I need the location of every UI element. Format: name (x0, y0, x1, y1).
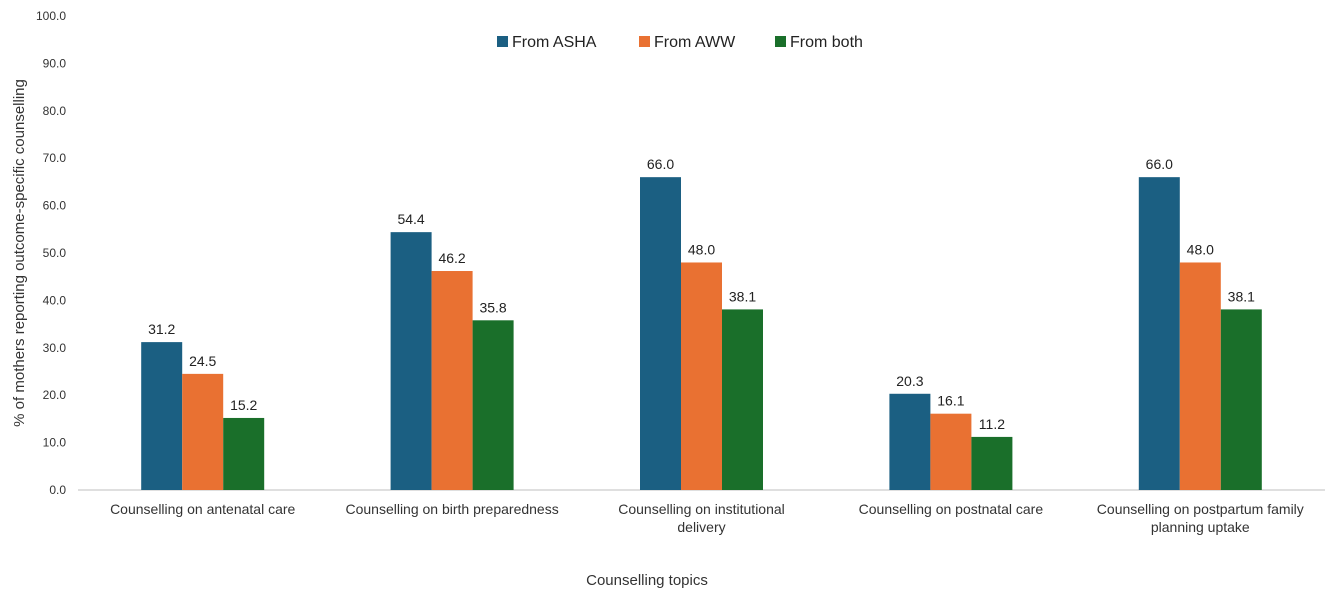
data-label: 54.4 (397, 211, 424, 227)
legend-swatch (639, 36, 650, 47)
category-label: Counselling on institutional (618, 501, 785, 517)
legend-label: From both (790, 34, 863, 51)
bar-from-aww (1179, 262, 1221, 490)
legend-label: From AWW (654, 34, 736, 51)
data-labels: 31.2 24.5 15.2 54.4 46.2 35.8 66.0 48.0 38.1 20.3… (148, 156, 1255, 432)
bar-from-asha (141, 342, 183, 490)
data-label: 48.0 (1187, 241, 1214, 257)
category-labels: Counselling on antenatal care Counselling… (110, 501, 1304, 535)
bar-from-aww (431, 271, 473, 490)
data-label: 11.2 (979, 416, 1005, 432)
bar-from-both (971, 436, 1013, 490)
bar-from-asha (390, 232, 432, 491)
data-label: 20.3 (896, 373, 923, 389)
bar-from-both (1220, 309, 1262, 490)
category-label: Counselling on postnatal care (859, 501, 1044, 517)
bars (141, 177, 1262, 491)
legend-swatch (497, 36, 508, 47)
bar-from-aww (182, 373, 224, 490)
y-tick-label: 30.0 (43, 341, 67, 355)
y-tick-label: 10.0 (43, 436, 67, 450)
y-tick-label: 40.0 (43, 293, 67, 307)
y-axis: 0.0 10.0 20.0 30.0 40.0 50.0 60.0 70.0 80.0 90.0 1… (36, 9, 66, 497)
y-tick-label: 50.0 (43, 246, 67, 260)
y-tick-label: 60.0 (43, 199, 67, 213)
data-label: 31.2 (148, 321, 175, 337)
data-label: 24.5 (189, 353, 216, 369)
bar-from-both (722, 309, 763, 490)
bar-from-aww (681, 262, 722, 490)
legend: From ASHA From AWW From both (497, 34, 863, 51)
data-label: 38.1 (1228, 288, 1255, 304)
category-label: delivery (677, 519, 725, 535)
data-label: 46.2 (438, 250, 465, 266)
bar-from-both (472, 320, 514, 490)
data-label: 66.0 (647, 156, 674, 172)
x-axis-title: Counselling topics (586, 572, 708, 589)
bar-from-asha (1138, 177, 1180, 490)
y-axis-title: % of mothers reporting outcome-specific … (11, 79, 28, 427)
y-tick-label: 70.0 (43, 151, 67, 165)
bar-from-aww (930, 413, 972, 490)
data-label: 35.8 (479, 299, 506, 315)
legend-label: From ASHA (512, 34, 597, 51)
data-label: 16.1 (937, 393, 964, 409)
data-label: 15.2 (230, 397, 257, 413)
category-label: Counselling on birth preparedness (345, 501, 558, 517)
y-tick-label: 90.0 (43, 56, 67, 70)
data-label: 38.1 (729, 288, 756, 304)
category-label: Counselling on postpartum family (1097, 501, 1304, 517)
data-label: 48.0 (688, 241, 715, 257)
bar-from-both (223, 417, 265, 490)
bar-from-asha (889, 393, 931, 490)
category-label: planning uptake (1151, 519, 1250, 535)
bar-from-asha (640, 177, 681, 490)
y-tick-label: 80.0 (43, 104, 67, 118)
y-tick-label: 0.0 (49, 483, 66, 497)
y-tick-label: 20.0 (43, 388, 67, 402)
data-label: 66.0 (1146, 156, 1173, 172)
legend-swatch (775, 36, 786, 47)
y-tick-label: 100.0 (36, 9, 66, 23)
category-label: Counselling on antenatal care (110, 501, 295, 517)
